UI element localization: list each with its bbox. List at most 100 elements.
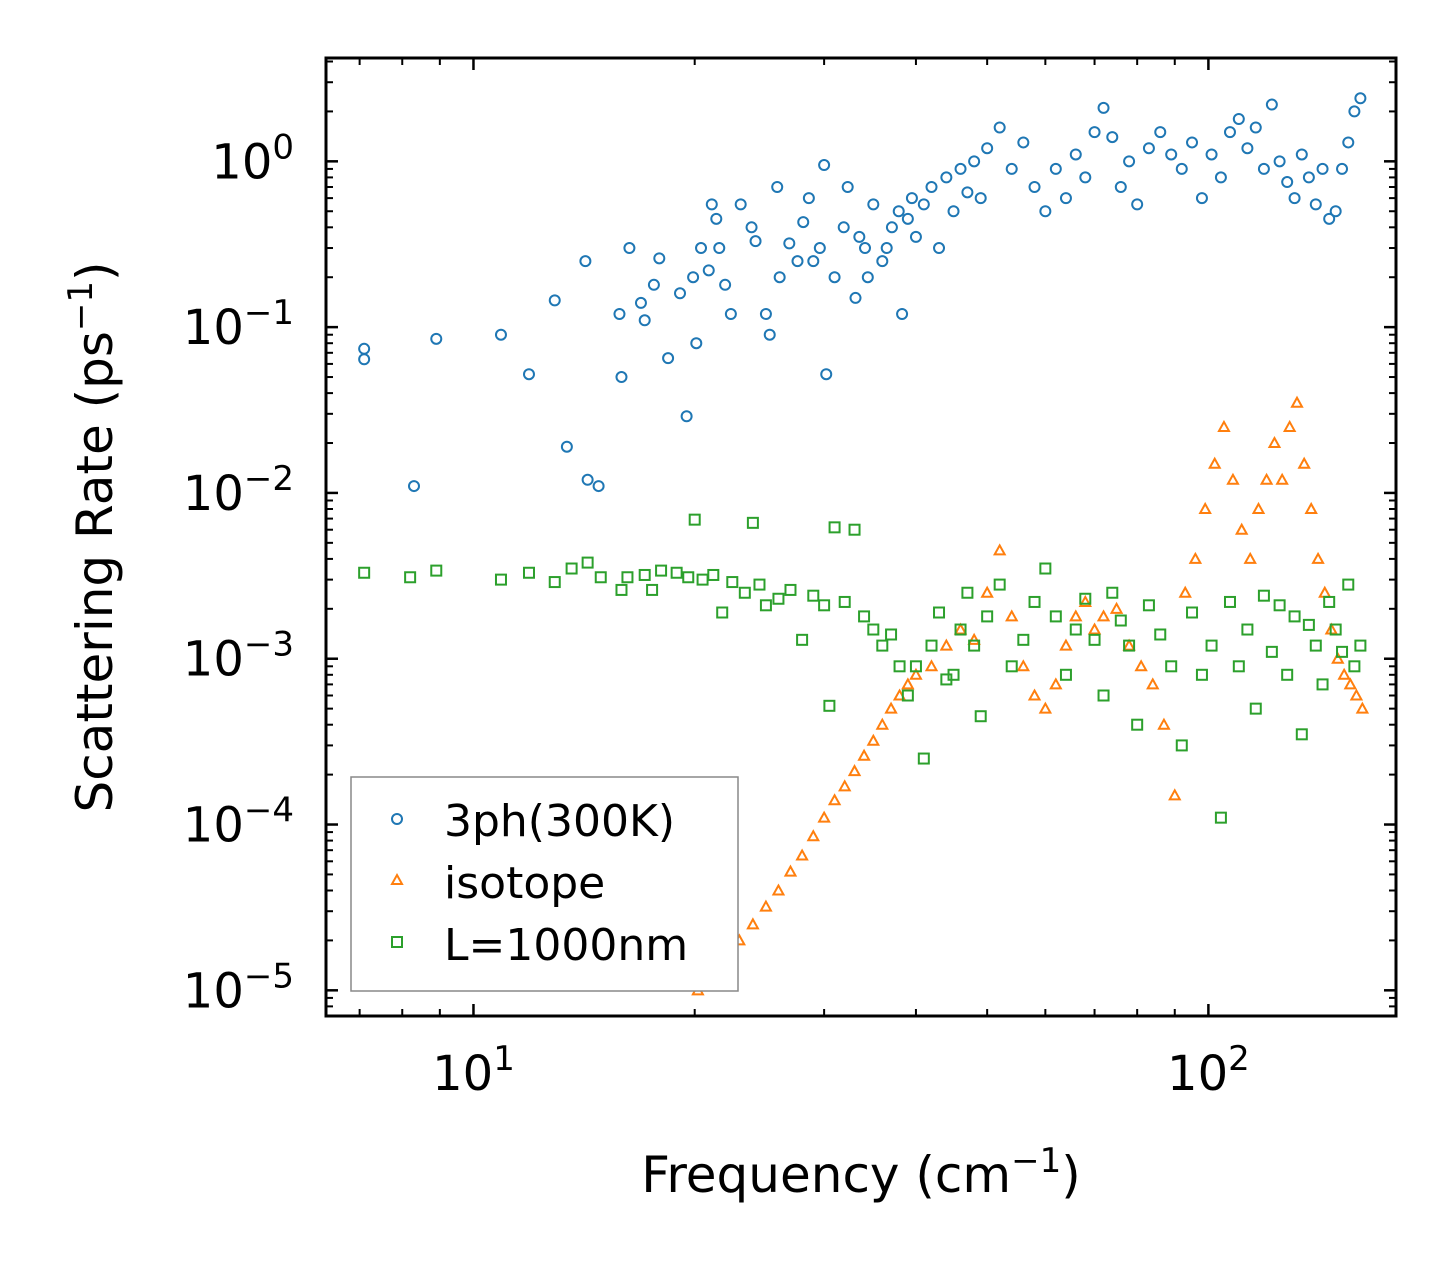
data-point [1316,162,1329,175]
data-point [1017,136,1030,149]
data-point [783,237,796,250]
data-point [1134,659,1148,672]
data-point [1178,585,1192,598]
data-point [1168,788,1182,801]
data-point [696,573,709,586]
data-point [726,576,739,589]
data-point [773,271,786,284]
data-point [1259,472,1274,485]
data-point [1097,689,1110,702]
data-point [1146,677,1160,690]
data-point [1243,551,1257,564]
data-point [710,212,723,225]
data-point [763,328,776,341]
data-point [1005,660,1018,673]
data-point [1069,623,1082,636]
data-points [358,92,1370,996]
series-isotope [691,395,1370,996]
data-point [875,717,890,730]
y-tick-label: 10−5 [183,956,294,1019]
data-point [522,368,535,381]
data-point [861,271,874,284]
data-point [705,198,718,211]
data-point [961,186,974,199]
data-point [947,205,960,218]
data-point [954,162,967,175]
data-point [674,287,687,300]
data-point [581,473,594,486]
data-point [1295,148,1308,161]
data-point [1290,395,1304,408]
data-point [716,606,729,619]
data-point [615,371,628,384]
data-point [1217,419,1231,432]
data-point [1214,811,1227,824]
data-point [807,589,820,602]
data-point [1275,472,1289,485]
legend-box [350,776,739,992]
data-point [859,242,872,255]
data-point [853,230,866,243]
data-point [858,610,871,623]
data-point [1273,599,1286,612]
data-point [974,710,987,723]
data-point [759,308,772,321]
data-point [933,606,946,619]
data-point [1039,562,1052,575]
data-point [560,440,573,453]
data-point [981,142,994,155]
data-point [901,212,914,225]
data-point [1265,645,1278,658]
data-point [1302,618,1315,631]
data-point [713,242,726,255]
data-point [1088,633,1101,646]
data-point [837,221,850,234]
data-point [1154,628,1167,641]
data-point [1265,98,1278,111]
data-point [1337,667,1351,680]
data-point [905,192,918,205]
data-point [1297,456,1311,469]
data-point [901,689,914,702]
y-tick-label: 100 [211,127,294,190]
data-point [565,562,578,575]
data-point [1154,126,1167,139]
data-point [1028,181,1041,194]
series-L=1000nm [358,513,1367,824]
data-point [784,583,797,596]
data-point [653,252,666,265]
data-point [680,410,693,423]
data-point [807,255,820,268]
data-point [746,516,759,529]
data-point [646,583,659,596]
data-point [1198,501,1212,514]
data-point [1016,659,1031,672]
data-point [772,592,785,605]
data-point [924,659,939,672]
data-point [917,198,930,211]
data-point [1049,610,1062,623]
data-point [1205,639,1218,652]
data-point [1005,609,1019,622]
data-point [841,181,854,194]
y-tick-label: 10−1 [183,293,294,356]
data-point [1354,92,1367,105]
data-point [1249,121,1262,134]
data-point [1142,142,1155,155]
data-point [1097,101,1110,114]
legend-item-3ph: 3ph(300K) [391,796,675,847]
data-point [828,521,841,534]
data-point [719,278,732,291]
y-axis-label: Scattering Rate (ps−1) [61,261,124,812]
data-point [1281,668,1294,681]
data-point [734,198,747,211]
data-point [993,121,1006,134]
data-point [738,586,751,599]
data-point [1079,592,1092,605]
data-point [992,543,1007,556]
data-point [1354,639,1367,652]
legend-label-isotope: isotope [444,858,605,909]
data-point [688,513,701,526]
data-point [1323,212,1336,225]
